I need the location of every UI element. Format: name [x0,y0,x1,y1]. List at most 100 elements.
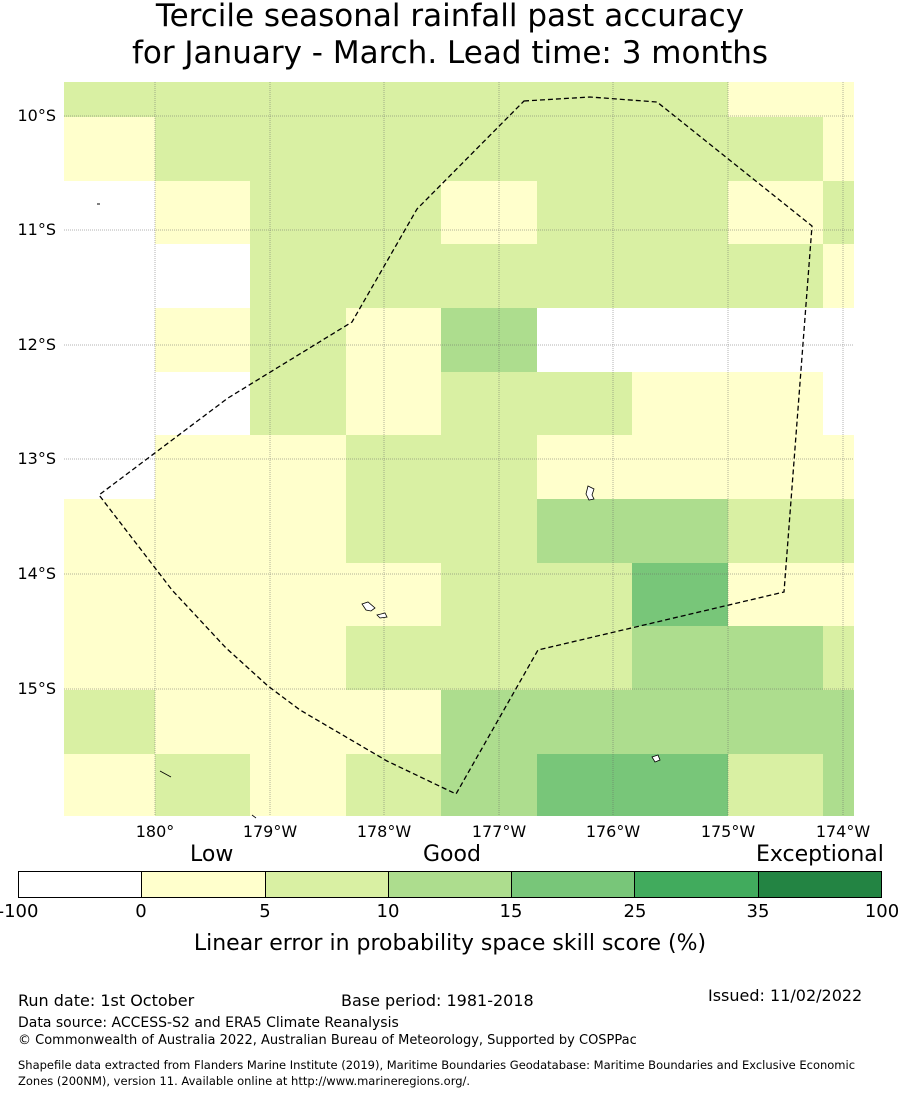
skill-cell [537,244,632,308]
island-outline [585,485,595,501]
skill-cell [728,181,823,244]
colorbar-tick: 5 [259,901,271,922]
skill-cell [632,563,728,626]
skill-cell [728,754,823,816]
skill-cell [441,435,537,499]
colorbar-swatch [388,872,513,897]
skill-cell [823,82,854,117]
skill-cell [155,308,250,372]
skill-cell [728,308,823,372]
skill-cell [728,499,823,563]
skill-cell [441,754,537,816]
skill-cell [346,435,441,499]
skill-cell [823,626,854,690]
skill-cell [155,754,250,816]
skill-cell [632,372,728,435]
colorbar-tick: 100 [864,901,900,922]
skill-cell [632,117,728,181]
skill-cell [537,181,632,244]
skill-cell [441,563,537,626]
skill-cell [64,372,155,435]
skill-cell [728,117,823,181]
issued-date: Issued: 11/02/2022 [708,986,863,1005]
lon-label-180: 180° [136,822,175,841]
lon-label-176w: 176°W [586,822,641,841]
legend-exceptional: Exceptional [756,842,884,867]
skill-cell [823,563,854,626]
map-title-line-1: Tercile seasonal rainfall past accuracy [155,0,745,34]
skill-cell [64,181,155,244]
skill-map: 10°S 11°S 12°S 13°S 14°S 15°S 180° 179°W… [17,82,870,841]
skill-cell [441,82,537,117]
skill-cell [250,563,346,626]
skill-cell [441,690,537,754]
colorbar-tick: 10 [376,901,400,922]
skill-cell [537,117,632,181]
skill-cell [728,244,823,308]
colorbar-swatch [19,872,143,897]
colorbar-tick: -100 [0,901,39,922]
skill-cell [441,626,537,690]
skill-cell [64,499,155,563]
skill-cell [250,435,346,499]
skill-cell [441,372,537,435]
colorbar-tick: 35 [746,901,770,922]
colorbar-tick: 25 [623,901,647,922]
skill-cell [632,690,728,754]
skill-cell [728,626,823,690]
copyright: © Commonwealth of Australia 2022, Austra… [18,1033,637,1048]
colorbar-swatch [265,872,389,897]
skill-cell [346,181,441,244]
skill-cell [823,117,854,181]
skill-cell [64,308,155,372]
colorbar-swatch [758,872,881,897]
skill-cell [441,181,537,244]
skill-cell [155,563,250,626]
legend-good: Good [423,842,481,867]
lat-label-14s: 14°S [17,564,56,583]
base-period: Base period: 1981-2018 [341,991,534,1010]
island-outline [376,612,388,619]
skill-cell [537,626,632,690]
skill-cell [346,754,441,816]
skill-cell [728,435,823,499]
colorbar-tick: 15 [499,901,523,922]
island-outline [361,601,376,612]
skill-cell [632,754,728,816]
colorbar-swatch [512,872,636,897]
skill-cell [632,308,728,372]
legend-low: Low [190,842,234,867]
skill-cell [441,499,537,563]
skill-cell [823,754,854,816]
skill-cell [64,563,155,626]
colorbar-swatch [142,872,266,897]
skill-cell [823,181,854,244]
skill-cell [64,435,155,499]
lat-label-11s: 11°S [17,220,56,239]
skill-cell [537,690,632,754]
island-outline [651,754,661,763]
data-source: Data source: ACCESS-S2 and ERA5 Climate … [18,1015,399,1031]
colorbar-tick: 0 [135,901,147,922]
skill-cell [155,117,250,181]
skill-cell [537,563,632,626]
skill-cell [250,244,346,308]
skill-cell [537,435,632,499]
skill-cell [632,181,728,244]
skill-cell [537,308,632,372]
eez-boundary [98,96,813,795]
skill-cell [64,82,155,117]
lon-label-175w: 175°W [701,822,756,841]
shapefile-credit-2: Zones (200NM), version 11. Available onl… [18,1074,471,1088]
skill-cell [250,754,346,816]
skill-cell [250,372,346,435]
skill-cell [728,690,823,754]
skill-cell [823,435,854,499]
skill-cell [155,626,250,690]
skill-cell [64,754,155,816]
skill-cell [250,181,346,244]
skill-cell [155,244,250,308]
lat-label-10s: 10°S [17,106,56,125]
skill-cell [728,372,823,435]
colorbar [18,871,882,898]
